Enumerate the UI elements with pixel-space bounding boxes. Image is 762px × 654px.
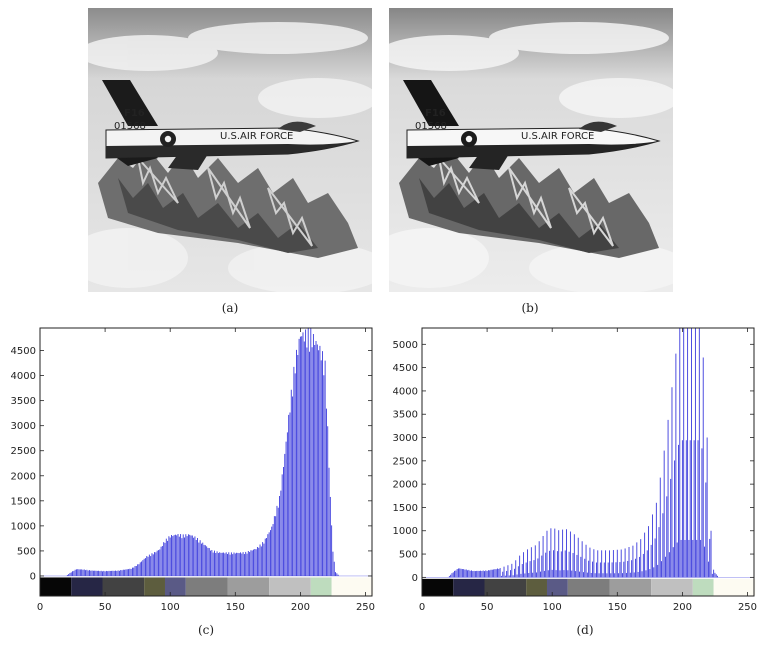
y-tick-label: 0 — [30, 571, 36, 582]
intensity-strip-segment — [651, 578, 693, 596]
intensity-strip-segment — [144, 577, 165, 596]
x-tick-label: 0 — [419, 602, 425, 613]
tail-code-text: F16 — [425, 108, 446, 119]
intensity-strip-segment — [484, 578, 527, 596]
intensity-strip-segment — [40, 577, 72, 596]
x-tick-label: 250 — [738, 602, 757, 613]
y-tick-label: 500 — [17, 546, 36, 557]
x-tick-label: 50 — [99, 602, 112, 613]
jet-photo-processed: F16 01568 U.S.AIR FORCE — [389, 8, 673, 292]
y-tick-label: 5000 — [393, 340, 418, 351]
intensity-strip-segment — [453, 578, 485, 596]
intensity-strip-segment — [269, 577, 311, 596]
panel-label-c: (c) — [197, 623, 215, 637]
histogram-processed: 0500100015002000250030003500400045005000… — [393, 327, 757, 613]
y-tick-label: 0 — [412, 573, 418, 584]
fuselage-text: U.S.AIR FORCE — [521, 131, 594, 142]
x-tick-label: 100 — [543, 602, 562, 613]
panel-label-b: (b) — [521, 301, 539, 315]
intensity-strip-segment — [692, 578, 714, 596]
x-tick-label: 100 — [161, 602, 180, 613]
intensity-strip-segment — [102, 577, 145, 596]
cloud-bank — [88, 22, 372, 292]
x-tick-label: 150 — [226, 602, 245, 613]
y-tick-label: 3000 — [393, 433, 418, 444]
plot-area — [422, 328, 754, 596]
snowy-mountains — [98, 148, 358, 258]
cloud-bank — [389, 22, 673, 292]
x-tick-label: 50 — [481, 602, 494, 613]
y-tick-label: 3500 — [11, 396, 36, 407]
x-tick-label: 150 — [608, 602, 627, 613]
axes-frame — [421, 327, 755, 597]
panel-label-a: (a) — [221, 301, 239, 315]
y-tick-label: 1500 — [11, 496, 36, 507]
y-tick-label: 2500 — [393, 456, 418, 467]
y-tick-label: 2000 — [393, 480, 418, 491]
y-tick-label: 2000 — [11, 471, 36, 482]
y-tick-label: 3500 — [393, 410, 418, 421]
y-tick-label: 4000 — [393, 386, 418, 397]
intensity-strip-segment — [185, 577, 228, 596]
y-tick-label: 1000 — [11, 521, 36, 532]
jet-photo-original: F16 01568 U.S.AIR FORCE — [88, 8, 372, 292]
intensity-strip-segment — [331, 577, 374, 596]
histogram-bars — [66, 328, 339, 576]
x-tick-label: 200 — [673, 602, 692, 613]
plot-area — [40, 328, 372, 596]
serial-text: 01568 — [415, 121, 447, 132]
intensity-strip-segment — [546, 578, 568, 596]
intensity-strip-segment — [227, 577, 270, 596]
tail-code-text: F16 — [124, 108, 145, 119]
y-tick-label: 3000 — [11, 421, 36, 432]
histogram-original: 0 500 1000 1500 2000 2500 3000 3500 4000 4500 0 50 1… — [11, 327, 375, 613]
y-tick-label: 4000 — [11, 371, 36, 382]
axes-frame — [39, 327, 373, 597]
y-tick-label: 1000 — [393, 526, 418, 537]
y-tick-label: 2500 — [11, 446, 36, 457]
y-tick-label: 1500 — [393, 503, 418, 514]
intensity-strip-segment — [310, 577, 332, 596]
intensity-strip-segment — [526, 578, 547, 596]
x-tick-label: 200 — [291, 602, 310, 613]
y-tick-label: 500 — [399, 550, 418, 561]
intensity-strip-segment — [713, 578, 756, 596]
histogram-bars — [448, 328, 718, 578]
intensity-strip-segment — [609, 578, 652, 596]
snowy-mountains — [399, 148, 659, 258]
intensity-strip-segment — [71, 577, 103, 596]
fuselage-text: U.S.AIR FORCE — [220, 131, 293, 142]
x-tick-label: 250 — [356, 602, 375, 613]
panel-label-d: (d) — [576, 623, 594, 637]
f16-jet: F16 01568 U.S.AIR FORCE — [102, 80, 360, 170]
y-tick-label: 4500 — [393, 363, 418, 374]
f16-jet: F16 01568 U.S.AIR FORCE — [403, 80, 661, 170]
intensity-strip-segment — [164, 577, 186, 596]
intensity-strip-segment — [567, 578, 610, 596]
y-tick-label: 4500 — [11, 346, 36, 357]
serial-text: 01568 — [114, 121, 146, 132]
x-tick-label: 0 — [37, 602, 43, 613]
intensity-strip-segment — [422, 578, 454, 596]
